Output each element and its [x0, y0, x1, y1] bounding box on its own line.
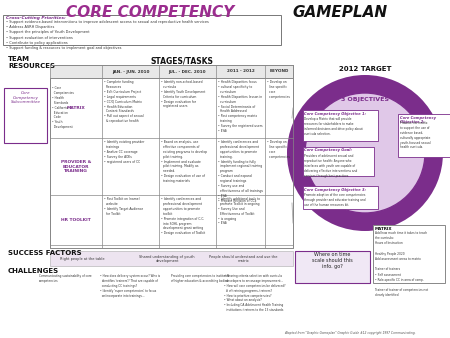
Text: • Health Disparities focus
• cultural specificity to
  curriculum
• Health Dispa: • Health Disparities focus • cultural sp… [218, 80, 263, 133]
FancyBboxPatch shape [397, 114, 450, 156]
Text: • Post Toolkit on (name)
  website
• Identify Target Audience
  for Toolkit: • Post Toolkit on (name) website • Ident… [104, 197, 143, 216]
Text: • Develop on
  line specific
  core
  competencies: • Develop on line specific core competen… [267, 140, 290, 159]
Text: • Develop on
  line specific
  core
  competencies: • Develop on line specific core competen… [267, 80, 290, 99]
Text: • Identify conferences and
  professional development
  opportunities to promote: • Identify conferences and professional … [161, 197, 205, 235]
Text: 2012 TARGET: 2012 TARGET [339, 66, 391, 72]
Text: Develop a Matrix that will provide
resources for stakeholders to make
informed d: Develop a Matrix that will provide resou… [305, 117, 363, 136]
Text: MATRIX: MATRIX [67, 106, 86, 110]
Text: JUL. - DEC. 2010: JUL. - DEC. 2010 [169, 70, 206, 73]
Text: • Identify existing provider
  trainings
• Analize CC coverage
• Survey the AOEs: • Identify existing provider trainings •… [104, 140, 144, 164]
Text: • Identify conferences and
  professional development
  opportunities to promote: • Identify conferences and professional … [218, 140, 263, 203]
Text: Shared understanding of youth
development: Shared understanding of youth developmen… [139, 255, 195, 263]
Text: Core
Competency
Subcommittee: Core Competency Subcommittee [10, 91, 40, 104]
Text: • Complete funding
  Resources
• Edit Curriculum Project
• Legal requirements
• : • Complete funding Resources • Edit Curr… [104, 80, 144, 123]
Text: SUCCESS FACTORS: SUCCESS FACTORS [8, 250, 81, 256]
FancyBboxPatch shape [302, 146, 374, 175]
Text: Adapted from "Graphic Gameplan" Graphic Guide #12 copyright 1997 Communicating.: Adapted from "Graphic Gameplan" Graphic … [284, 331, 416, 335]
FancyBboxPatch shape [3, 15, 281, 45]
Text: People should understand and use the
matrix: People should understand and use the mat… [209, 255, 277, 263]
Text: 3 OBJECTIVES: 3 OBJECTIVES [341, 97, 389, 102]
FancyBboxPatch shape [302, 186, 378, 209]
Text: JAN. - JUN. 2010: JAN. - JUN. 2010 [112, 70, 149, 73]
Text: • Identify non-school-based
  curricula
• Identify Youth Development
  Criteria : • Identify non-school-based curricula • … [161, 80, 205, 108]
Text: • Identify additional tools to
  promote Toolkit in ongoing
• Survey Use and
  E: • Identify additional tools to promote T… [218, 197, 260, 225]
Text: • Based on analysis, use
  effective components of
  existing programs to develo: • Based on analysis, use effective compo… [161, 140, 207, 183]
Text: BEYOND: BEYOND [269, 70, 289, 73]
FancyBboxPatch shape [4, 88, 47, 143]
Bar [50, 251, 293, 266]
FancyBboxPatch shape [302, 110, 378, 141]
Text: MATRIX: MATRIX [375, 227, 392, 231]
Text: Where on time
scale should this
info. go?: Where on time scale should this info. go… [311, 252, 352, 269]
Wedge shape [305, 93, 425, 213]
Text: PROVIDER &
EDUCATOR
TRAINING: PROVIDER & EDUCATOR TRAINING [61, 160, 91, 173]
Text: Core Competency Objective 3:: Core Competency Objective 3: [305, 188, 366, 192]
Text: CORE COMPETENCY: CORE COMPETENCY [66, 5, 234, 20]
Text: CHALLENGES: CHALLENGES [8, 268, 59, 274]
Text: 2011 - 2012: 2011 - 2012 [227, 70, 254, 73]
Text: STAGES/TASKS: STAGES/TASKS [151, 56, 213, 65]
Bar [50, 65, 293, 78]
Text: Providing core competencies to institutes
of higher education & accrediting bodi: Providing core competencies to institute… [171, 274, 229, 283]
Text: Add how much time it takes to teach
the curricula:
Hours of Instruction

Healthy: Add how much time it takes to teach the … [375, 231, 428, 297]
Text: GAMEPLAN: GAMEPLAN [292, 5, 387, 20]
Text: TEAM
RESOURCES: TEAM RESOURCES [8, 56, 55, 69]
FancyBboxPatch shape [295, 251, 370, 283]
Text: Promote the matrix
to support the use of
evidence based,
culturally appropriate
: Promote the matrix to support the use of… [400, 121, 430, 149]
Text: Cross-Cutting Priorities:: Cross-Cutting Priorities: [6, 16, 66, 20]
Text: • Core
  Competencies
• Health
  Standards
• California
  Education
  Code
• You: • Core Competencies • Health Standards •… [52, 86, 74, 129]
Text: Communicating sustainability of core
competencies: Communicating sustainability of core com… [39, 274, 91, 283]
Text: • How does delivery system occur? Who is
  identifies 'trainers'? That are capab: • How does delivery system occur? Who is… [100, 274, 160, 297]
Text: • Sharing criteria selection with curricula
  developers to encourage improvemen: • Sharing criteria selection with curric… [224, 274, 286, 312]
Text: Promote adoption of the core competencies
through provider and educator training: Promote adoption of the core competencie… [305, 193, 366, 207]
Wedge shape [287, 75, 443, 231]
Text: Core Competency
Objective 2:: Core Competency Objective 2: [400, 116, 436, 124]
Text: • Support evidence-based interventions to improve adolescent access to sexual an: • Support evidence-based interventions t… [6, 20, 209, 50]
Text: Core Competency Objective 1:: Core Competency Objective 1: [305, 112, 366, 116]
Text: Right people at the table: Right people at the table [60, 257, 104, 261]
Text: HR TOOLKIT: HR TOOLKIT [61, 218, 91, 222]
FancyBboxPatch shape [373, 225, 445, 283]
Bar [50, 65, 293, 248]
Text: Core Competency Goal:: Core Competency Goal: [305, 148, 352, 152]
Text: Providers of adolescent sexual and
reproductive health: Anyone who
interfaces wi: Providers of adolescent sexual and repro… [305, 154, 358, 177]
